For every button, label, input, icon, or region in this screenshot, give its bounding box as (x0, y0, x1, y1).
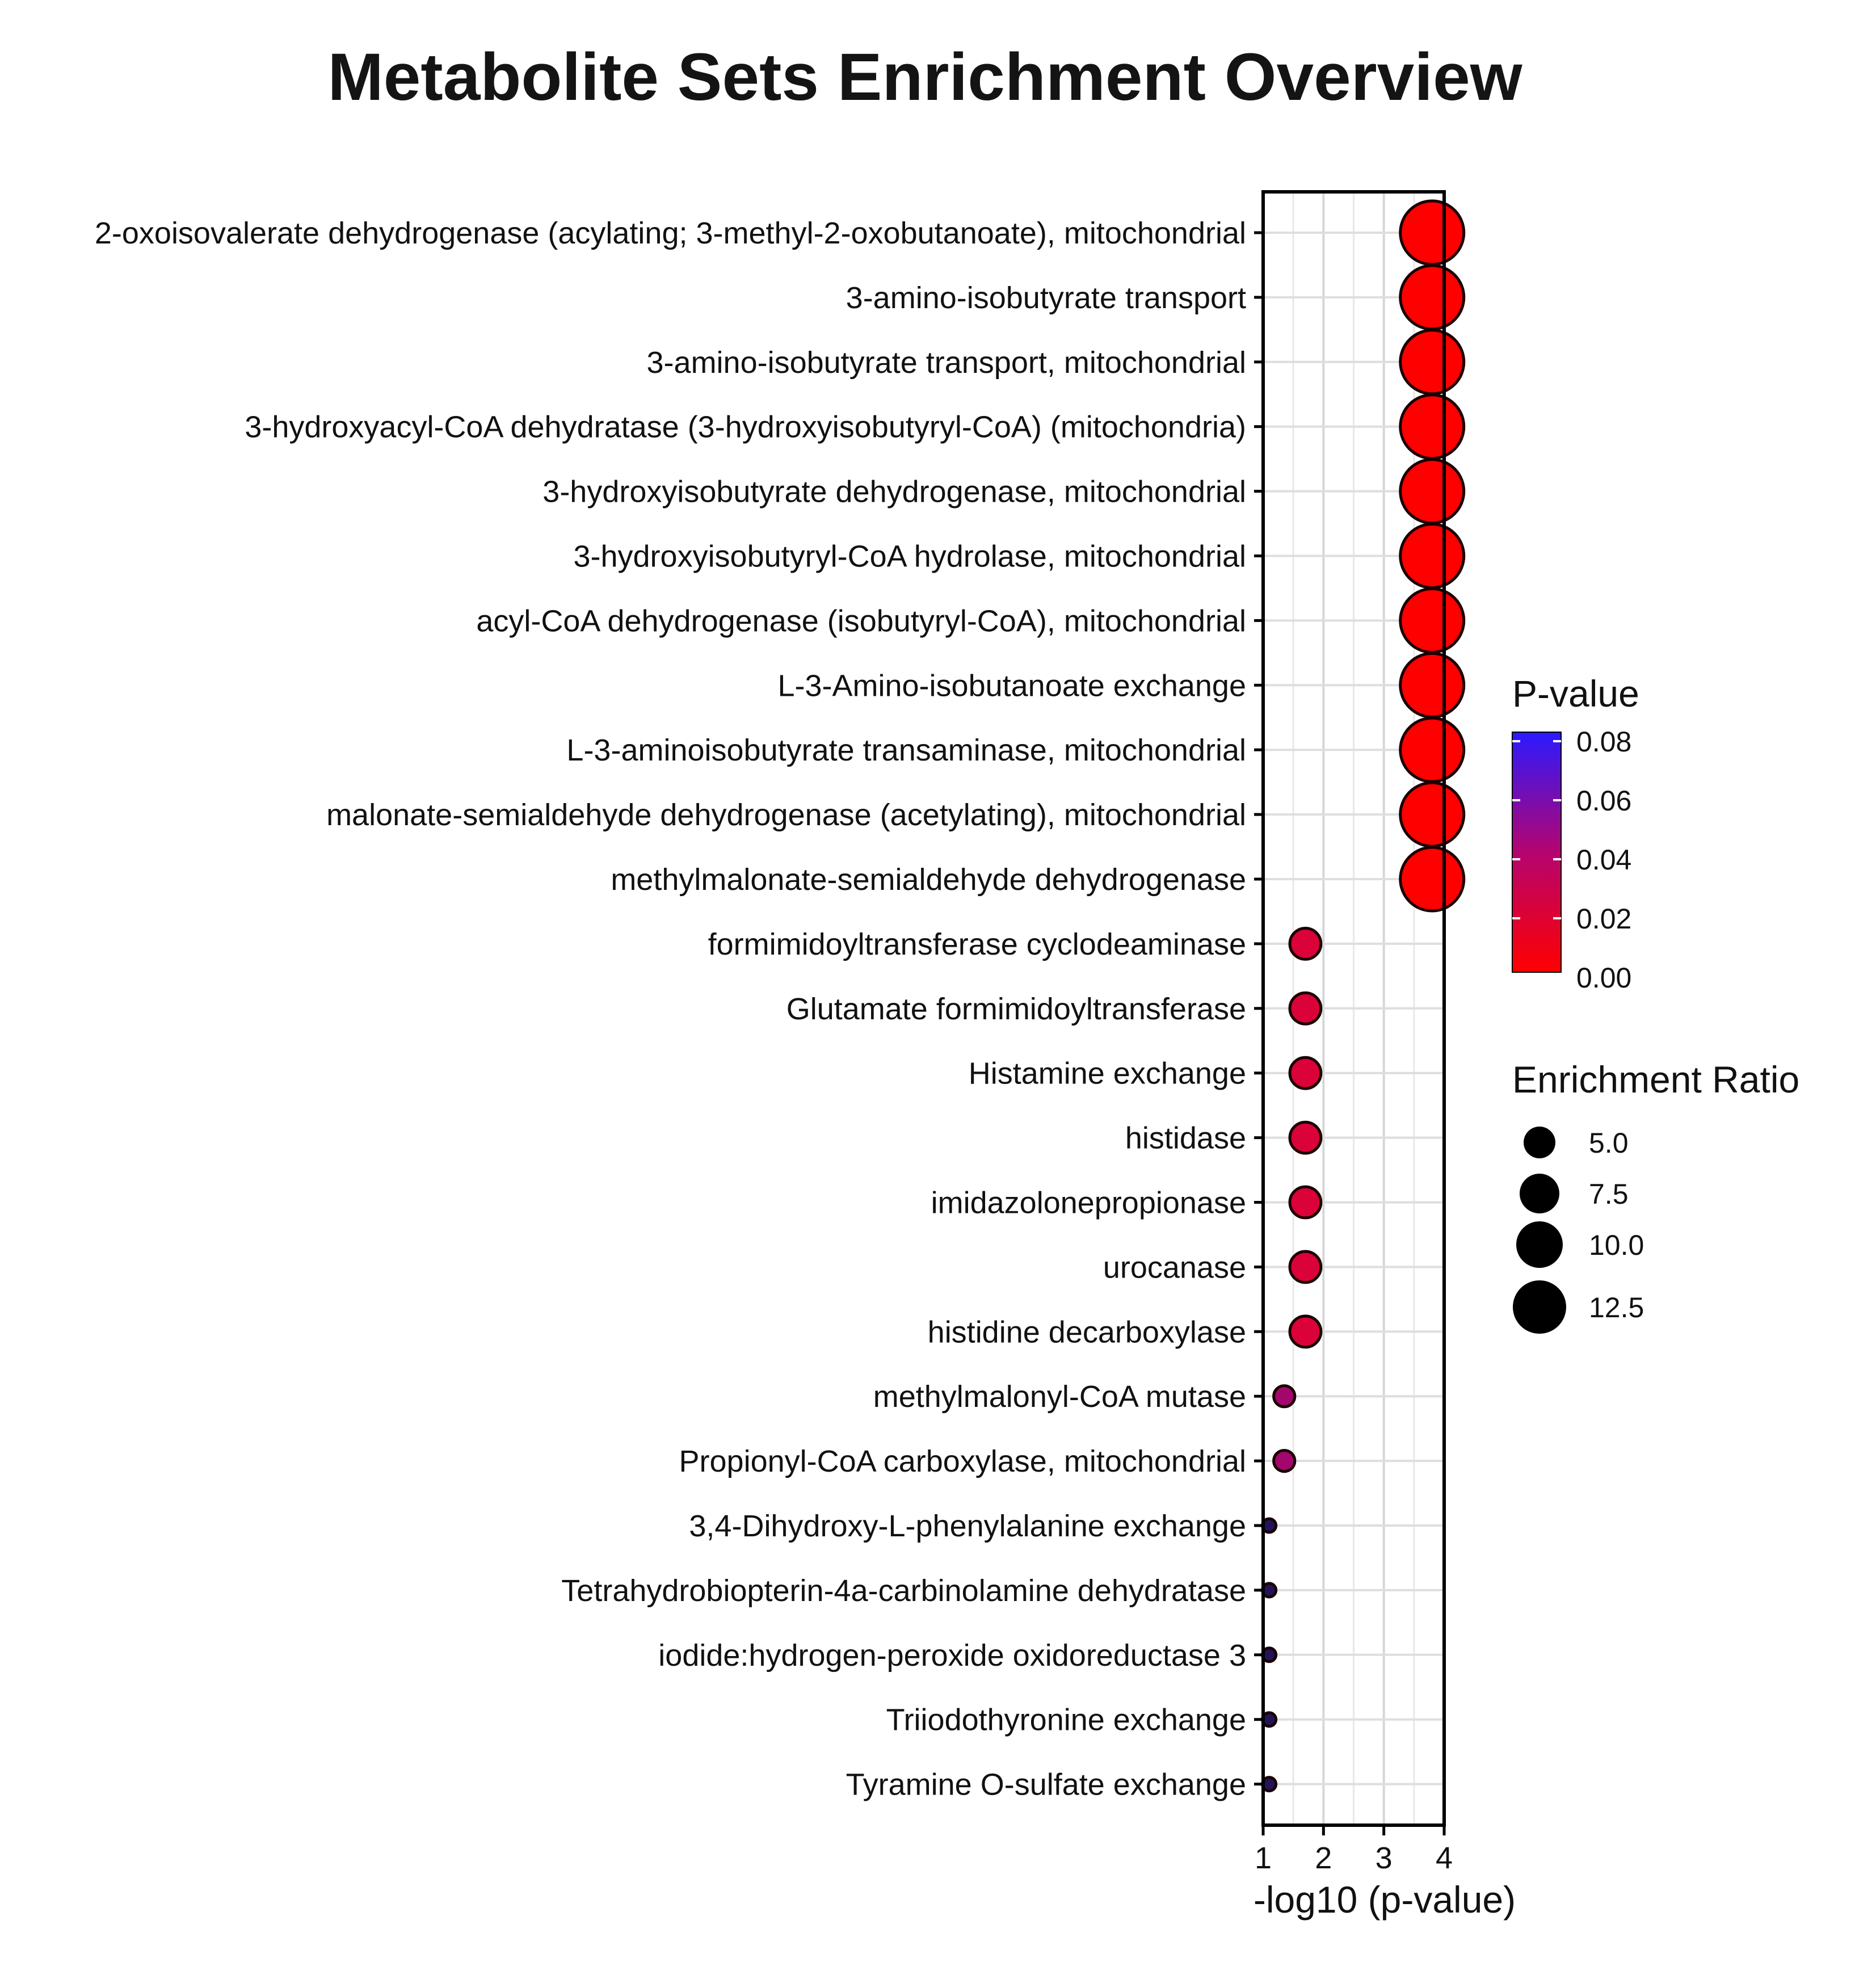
pvalue-legend: P-value 0.08 0.06 0.04 0.02 0.00 (1512, 673, 1639, 994)
y-tick-label: iodide:hydrogen-peroxide oxidoreductase … (658, 1638, 1246, 1673)
y-tick-label: 3-hydroxyisobutyrate dehydrogenase, mito… (542, 475, 1246, 509)
colorbar-label: 0.02 (1576, 903, 1631, 935)
data-point (1399, 652, 1466, 719)
size-legend-dot (1524, 1127, 1555, 1158)
y-tick-label: histidase (1125, 1121, 1246, 1156)
y-tick-label: formimidoyltransferase cyclodeaminase (708, 927, 1246, 961)
enrichment-legend: Enrichment Ratio 5.0 7.5 10.0 12.5 (1512, 1058, 1799, 1334)
data-point (1399, 587, 1466, 654)
data-point (1399, 199, 1466, 266)
size-legend-label: 7.5 (1589, 1178, 1629, 1210)
y-tick-label: 3-amino-isobutyrate transport (846, 281, 1246, 315)
y-tick-label: 3-hydroxyacyl-CoA dehydratase (3-hydroxy… (245, 410, 1246, 444)
data-point (1272, 1449, 1297, 1473)
y-tick-label: Tyramine O-sulfate exchange (846, 1768, 1246, 1802)
x-axis: 1 2 3 4 (1255, 1825, 1453, 1875)
size-legend-label: 12.5 (1589, 1292, 1644, 1323)
y-tick-label: 2-oxoisovalerate dehydrogenase (acylatin… (95, 216, 1246, 250)
y-tick-label: Tetrahydrobiopterin-4a-carbinolamine deh… (561, 1574, 1246, 1608)
y-tick-label: imidazolonepropionase (931, 1186, 1246, 1220)
data-point (1288, 1185, 1323, 1220)
colorbar-label: 0.08 (1576, 726, 1631, 758)
x-tick-label: 1 (1255, 1841, 1272, 1875)
y-tick-label: Glutamate formimidoyltransferase (786, 992, 1246, 1026)
enrichment-legend-title: Enrichment Ratio (1512, 1058, 1799, 1100)
colorbar-label: 0.06 (1576, 785, 1631, 817)
size-legend-label: 10.0 (1589, 1229, 1644, 1261)
data-point (1288, 1314, 1323, 1349)
y-tick-label: methylmalonyl-CoA mutase (873, 1380, 1246, 1414)
y-tick-label: acyl-CoA dehydrogenase (isobutyryl-CoA),… (476, 604, 1246, 638)
y-tick-label: Triiodothyronine exchange (886, 1703, 1246, 1737)
y-tick-label: 3,4-Dihydroxy-L-phenylalanine exchange (689, 1509, 1246, 1543)
y-tick-label: 3-hydroxyisobutyryl-CoA hydrolase, mitoc… (573, 540, 1246, 574)
data-point (1272, 1384, 1297, 1409)
y-tick-label: 3-amino-isobutyrate transport, mitochond… (647, 346, 1246, 380)
data-point (1399, 329, 1466, 396)
size-legend-label: 5.0 (1589, 1127, 1629, 1159)
data-point (1399, 264, 1466, 331)
data-point (1399, 393, 1466, 460)
y-tick-label: histidine decarboxylase (928, 1315, 1246, 1349)
data-point (1288, 1056, 1323, 1090)
y-tick-label: Histamine exchange (969, 1057, 1246, 1091)
size-legend-dot (1513, 1280, 1566, 1334)
data-point (1288, 1120, 1323, 1155)
size-legend-dot (1516, 1221, 1563, 1268)
x-tick-label: 2 (1315, 1841, 1332, 1875)
data-point (1399, 458, 1466, 525)
y-tick-label: L-3-aminoisobutyrate transaminase, mitoc… (566, 733, 1246, 767)
y-tick-label: L-3-Amino-isobutanoate exchange (777, 669, 1246, 703)
y-axis: 2-oxoisovalerate dehydrogenase (acylatin… (95, 216, 1263, 1802)
size-legend-dot (1520, 1174, 1559, 1213)
colorbar-label: 0.00 (1576, 962, 1631, 994)
x-axis-title: -log10 (p-value) (1254, 1879, 1516, 1921)
y-tick-label: methylmalonate-semialdehyde dehydrogenas… (611, 863, 1246, 897)
x-tick-label: 3 (1376, 1841, 1393, 1875)
data-point (1399, 716, 1466, 783)
y-tick-label: urocanase (1103, 1250, 1246, 1284)
chart-title: Metabolite Sets Enrichment Overview (328, 40, 1523, 115)
colorbar-label: 0.04 (1576, 844, 1631, 876)
pvalue-legend-title: P-value (1512, 673, 1639, 715)
data-point (1399, 523, 1466, 589)
y-tick-label: Propionyl-CoA carboxylase, mitochondrial (679, 1444, 1246, 1478)
y-tick-label: malonate-semialdehyde dehydrogenase (ace… (326, 798, 1246, 832)
data-point (1399, 781, 1466, 848)
data-point (1288, 1250, 1323, 1284)
x-tick-label: 4 (1436, 1841, 1453, 1875)
data-point (1399, 846, 1466, 913)
data-point (1288, 927, 1323, 961)
pvalue-colorbar (1512, 732, 1562, 973)
data-points (1261, 199, 1466, 1793)
data-point (1288, 991, 1323, 1026)
